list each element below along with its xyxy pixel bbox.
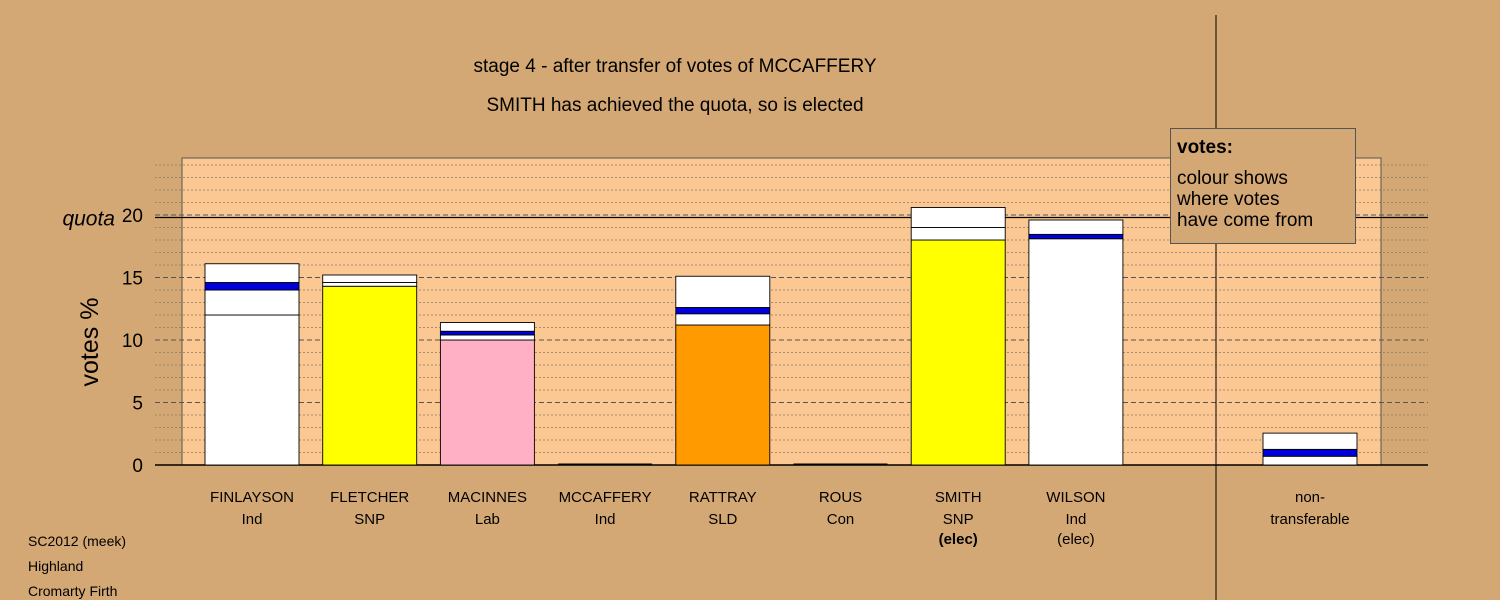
bar-segment <box>1028 233 1124 240</box>
legend-line: have come from <box>1177 210 1314 231</box>
bar-segment <box>675 307 771 315</box>
x-tick-label-party: Ind <box>242 511 263 528</box>
y-tick-label: 5 <box>132 394 143 415</box>
bar-segment <box>675 313 771 326</box>
chart-title: stage 4 - after transfer of votes of MCC… <box>473 56 877 77</box>
legend-line: where votes <box>1177 189 1280 210</box>
bar-segment <box>675 324 771 466</box>
legend-box: votes: colour shows where votes have com… <box>1170 128 1356 244</box>
bar-segment <box>910 239 1006 466</box>
legend-line: colour shows <box>1177 168 1288 189</box>
x-tick-label-name: FLETCHER <box>330 489 409 506</box>
legend-heading: votes: <box>1177 137 1233 158</box>
bar-segment <box>204 314 300 466</box>
x-tick-label-party: Lab <box>475 511 500 528</box>
x-tick-label-name: WILSON <box>1046 489 1105 506</box>
y-tick-label: 0 <box>132 456 143 477</box>
y-tick-label: 20 <box>122 206 143 227</box>
bar-segment <box>439 339 535 466</box>
x-tick-label-party: SLD <box>708 511 737 528</box>
bar-segment <box>1028 238 1124 466</box>
y-axis-label: votes % <box>76 298 104 387</box>
bar-segment <box>439 322 535 332</box>
x-tick-label-status: (elec) <box>1057 531 1095 548</box>
x-tick-label-name: MACINNES <box>448 489 527 506</box>
bar-segment <box>910 207 1006 228</box>
footer-election: SC2012 (meek) <box>28 533 127 549</box>
bar-segment <box>204 289 300 316</box>
bar-segment <box>204 282 300 291</box>
bar-segment <box>439 334 535 341</box>
x-tick-label-status: (elec) <box>939 531 978 548</box>
x-tick-label-name: MCCAFFERY <box>559 489 652 506</box>
bar-segment <box>1028 219 1124 235</box>
non-transferable-segment <box>1262 455 1358 466</box>
x-tick-label-party: Con <box>827 511 855 528</box>
x-tick-label-name: SMITH <box>935 489 982 506</box>
x-tick-label-name: FINLAYSON <box>210 489 294 506</box>
quota-label: quota <box>62 208 115 231</box>
bar-segment <box>322 274 418 283</box>
chart-subtitle: SMITH has achieved the quota, so is elec… <box>486 95 864 116</box>
x-tick-label-party: Ind <box>595 511 616 528</box>
x-tick-label-party: SNP <box>943 511 974 528</box>
bar-segment <box>204 263 300 283</box>
footer-council: Highland <box>28 558 84 574</box>
x-tick-label-name: ROUS <box>819 489 862 506</box>
x-tick-label-nontransferable: transferable <box>1270 511 1349 528</box>
bar-segment <box>439 330 535 336</box>
x-tick-label-nontransferable: non- <box>1295 489 1325 506</box>
x-tick-label-name: RATTRAY <box>689 489 757 506</box>
x-tick-label-party: SNP <box>354 511 385 528</box>
bar-segment <box>910 227 1006 241</box>
y-tick-label: 10 <box>122 331 143 352</box>
y-tick-label: 15 <box>122 269 143 290</box>
non-transferable-segment <box>1262 448 1358 457</box>
bar-segment <box>322 285 418 466</box>
bar-segment <box>322 282 418 287</box>
bar-segment <box>675 275 771 308</box>
footer-ward: Cromarty Firth <box>28 583 118 599</box>
non-transferable-segment <box>1262 432 1358 450</box>
x-tick-label-party: Ind <box>1065 511 1086 528</box>
